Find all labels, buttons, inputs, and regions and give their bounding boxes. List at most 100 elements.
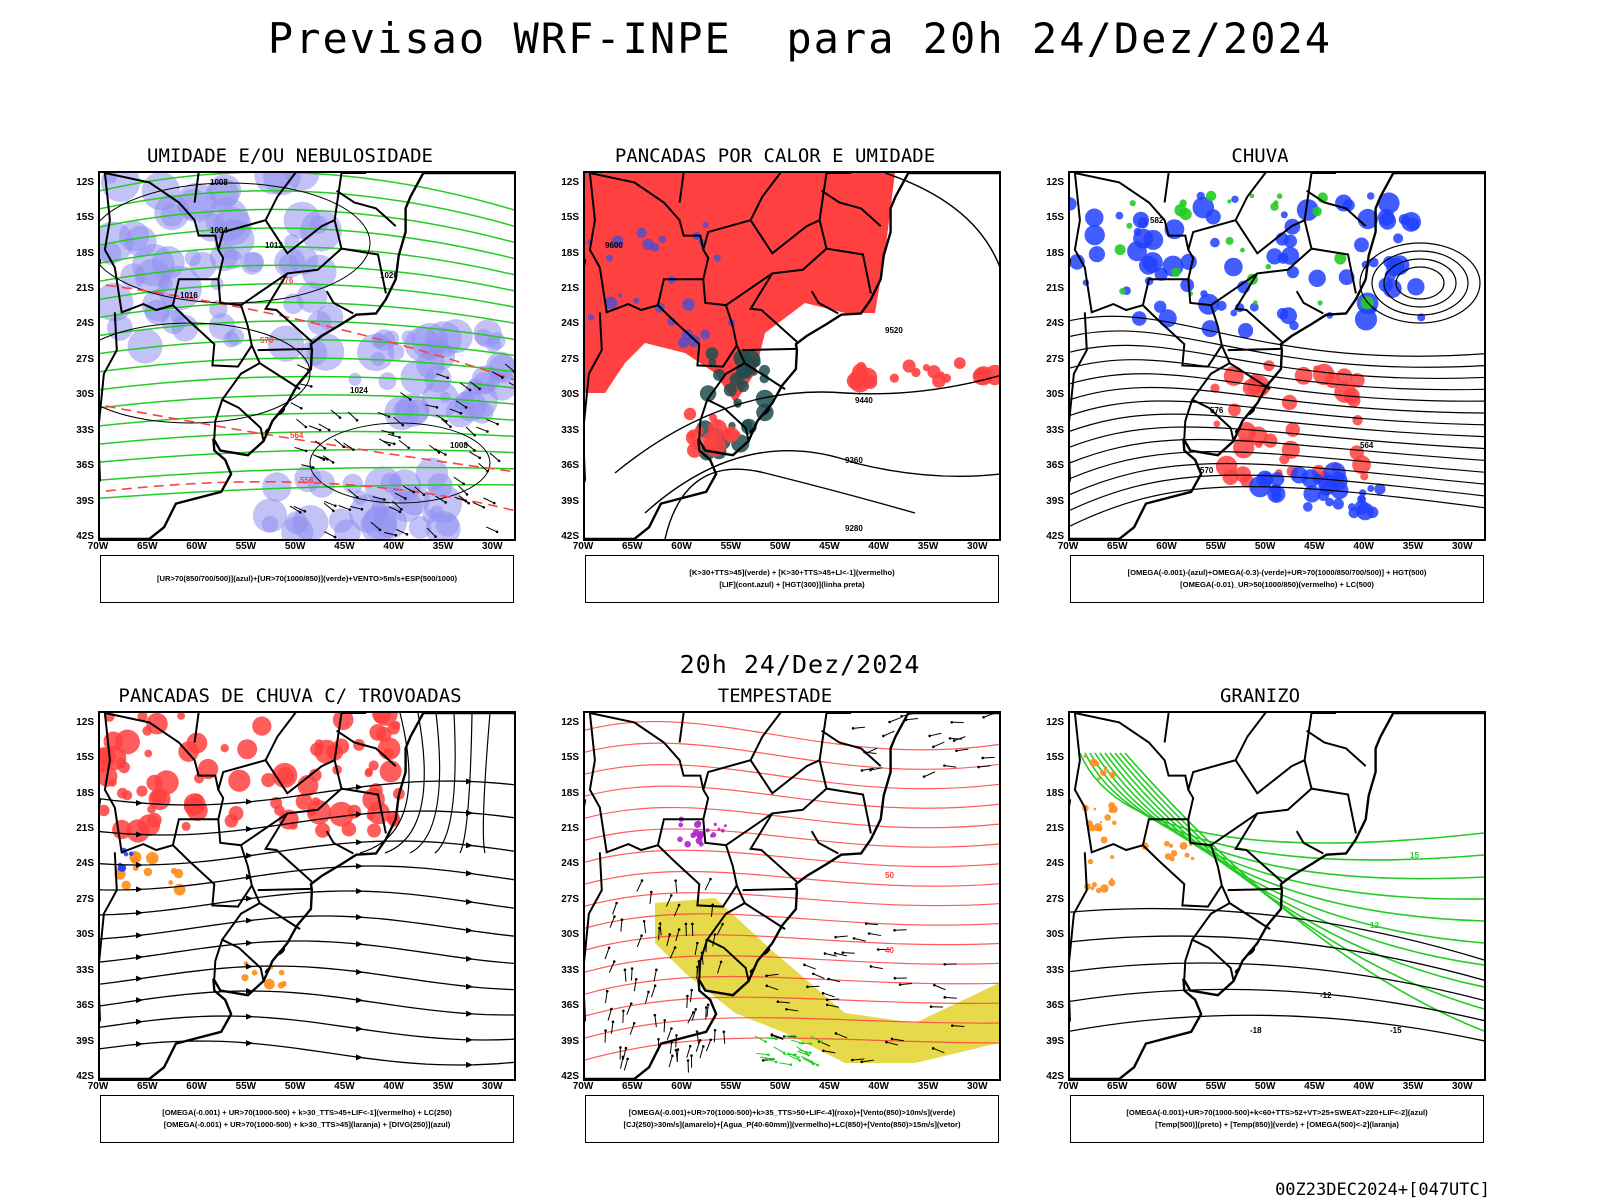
latitude-label: 24S: [561, 318, 579, 330]
weather-map: [98, 711, 516, 1081]
map-layer: 40 50: [585, 713, 999, 1079]
panel-title: PANCADAS DE CHUVA C/ TROVOADAS: [118, 685, 462, 707]
latitude-label: 21S: [76, 283, 94, 295]
legend-text: [UR>70(850/700/500)](azul)+[UR>70(1000/8…: [157, 574, 457, 583]
weather-map: -12 -15 -18 15 12: [1068, 711, 1486, 1081]
latitude-label: 21S: [561, 823, 579, 835]
legend-box: [OMEGA(-0.001)-(azul)+OMEGA(-0.3)-(verde…: [1070, 555, 1484, 603]
longitude-label: 50W: [1254, 541, 1276, 552]
contour-label: 1004: [210, 226, 228, 235]
latitude-label: 39S: [76, 495, 94, 507]
latitude-label: 33S: [1046, 964, 1064, 976]
main-title: Previsao WRF-INPE para 20h 24/Dez/2024: [267, 14, 1333, 63]
latitude-label: 36S: [561, 1000, 579, 1012]
longitude-label: 70W: [87, 1081, 109, 1092]
legend-text: [OMEGA(-0.01)_UR>50(1000/850)(vermelho) …: [1180, 580, 1374, 589]
contour-label: 1012: [265, 241, 283, 250]
panel-title: PANCADAS POR CALOR E UMIDADE: [614, 145, 936, 167]
latitude-label: 18S: [76, 247, 94, 259]
longitude-label: 60W: [671, 1081, 692, 1092]
latitude-label: 39S: [1046, 495, 1064, 507]
latitude-label: 36S: [1046, 1000, 1064, 1012]
latitude-label: 27S: [1046, 893, 1064, 905]
contour-label: 9440: [855, 396, 873, 405]
panel-title: CHUVA: [1231, 145, 1289, 167]
latitude-label: 27S: [561, 353, 579, 365]
longitude-label: 35W: [432, 1081, 454, 1092]
legend-text: [Temp(500)](preto) + [Temp(850)](verde) …: [1155, 1120, 1399, 1129]
weather-map: 40 50: [583, 711, 1001, 1081]
longitude-label: 45W: [1304, 541, 1325, 552]
latitude-label: 39S: [561, 1035, 579, 1047]
contour-label: -12: [1320, 991, 1332, 1000]
longitude-label: 45W: [334, 541, 355, 552]
longitude-label: 55W: [720, 541, 742, 552]
longitude-label: 65W: [1107, 1081, 1128, 1092]
latitude-label: 21S: [561, 283, 579, 295]
longitude-label: 35W: [1402, 541, 1424, 552]
longitude-label: 60W: [1156, 541, 1177, 552]
contour-label: 570: [1200, 466, 1214, 475]
latitude-label: 12S: [76, 176, 94, 188]
contour-label: 40: [885, 946, 894, 955]
latitude-label: 42S: [1046, 1071, 1064, 1082]
contour-label: 576: [280, 276, 294, 285]
contour-label: 9280: [845, 524, 863, 533]
contour-label: 15: [1410, 851, 1419, 860]
legend-box: [OMEGA(-0.001) + UR>70(1000-500) + k>30_…: [100, 1095, 514, 1143]
contour-label: 564: [1360, 441, 1374, 450]
panel-title: UMIDADE E/OU NEBULOSIDADE: [147, 145, 433, 167]
longitude-label: 65W: [622, 1081, 643, 1092]
longitude-label: 30W: [967, 1081, 988, 1092]
contour-label: 564: [290, 431, 304, 440]
weather-map: 582 576 570 564: [1068, 171, 1486, 541]
latitude-label: 15S: [1046, 212, 1064, 224]
legend-text: [OMEGA(-0.001) + UR>70(1000-500) + k>30_…: [163, 1120, 451, 1129]
latitude-label: 15S: [76, 212, 94, 224]
latitude-label: 27S: [76, 353, 94, 365]
longitude-label: 70W: [1057, 541, 1079, 552]
longitude-label: 30W: [1452, 1081, 1473, 1092]
longitude-label: 40W: [1353, 541, 1374, 552]
longitude-label: 30W: [1452, 541, 1473, 552]
latitude-label: 27S: [561, 893, 579, 905]
longitude-label: 35W: [917, 1081, 939, 1092]
contour-label: 50: [885, 871, 894, 880]
latitude-label: 30S: [1046, 389, 1064, 401]
latitude-label: 21S: [1046, 823, 1064, 835]
longitude-label: 45W: [819, 541, 840, 552]
contour-label: 1024: [350, 386, 368, 395]
latitude-label: 24S: [561, 858, 579, 870]
longitude-label: 40W: [868, 1081, 889, 1092]
latitude-label: 39S: [76, 1035, 94, 1047]
latitude-label: 36S: [76, 1000, 94, 1012]
longitude-label: 30W: [482, 541, 503, 552]
latitude-label: 24S: [76, 318, 94, 330]
longitude-label: 35W: [917, 541, 939, 552]
contour-label: -15: [1390, 1026, 1402, 1035]
latitude-label: 27S: [76, 893, 94, 905]
longitude-label: 45W: [819, 1081, 840, 1092]
weather-map: 1008 1004 1012 1016 1020 1024 1008 576 570 564 558: [98, 171, 516, 541]
panel-title: TEMPESTADE: [717, 685, 833, 707]
legend-text: [OMEGA(-0.001)+UR>70(1000-500)+k<60+TTS>…: [1126, 1108, 1428, 1117]
latitude-label: 27S: [1046, 353, 1064, 365]
map-layer: [100, 713, 514, 1079]
longitude-label: 35W: [1402, 1081, 1424, 1092]
contour-label: 12: [1370, 921, 1379, 930]
longitude-label: 65W: [622, 541, 643, 552]
latitude-label: 36S: [561, 460, 579, 472]
panel-umidade: UMIDADE E/OU NEBULOSIDADE 1008 1004 1012 101…: [60, 145, 520, 625]
contour-label: 576: [1210, 406, 1224, 415]
latitude-label: 24S: [1046, 318, 1064, 330]
panel-title: GRANIZO: [1219, 685, 1301, 707]
panel-chuva: CHUVA 582 576 570 564 12S 15S 18S 21S 24S 27S 30S 33…: [1030, 145, 1490, 625]
legend-box: [K>30+TTS>45](verde) + [K>30+TTS>45+LI<-…: [585, 555, 999, 603]
run-timestamp: 00Z23DEC2024+[047UTC]: [1275, 1180, 1490, 1200]
contour-label: 558: [300, 476, 314, 485]
latitude-label: 30S: [76, 929, 94, 941]
longitude-label: 40W: [383, 1081, 404, 1092]
contour-label: 1020: [380, 271, 398, 280]
legend-box: [UR>70(850/700/500)](azul)+[UR>70(1000/8…: [100, 555, 514, 603]
longitude-label: 55W: [1205, 541, 1227, 552]
